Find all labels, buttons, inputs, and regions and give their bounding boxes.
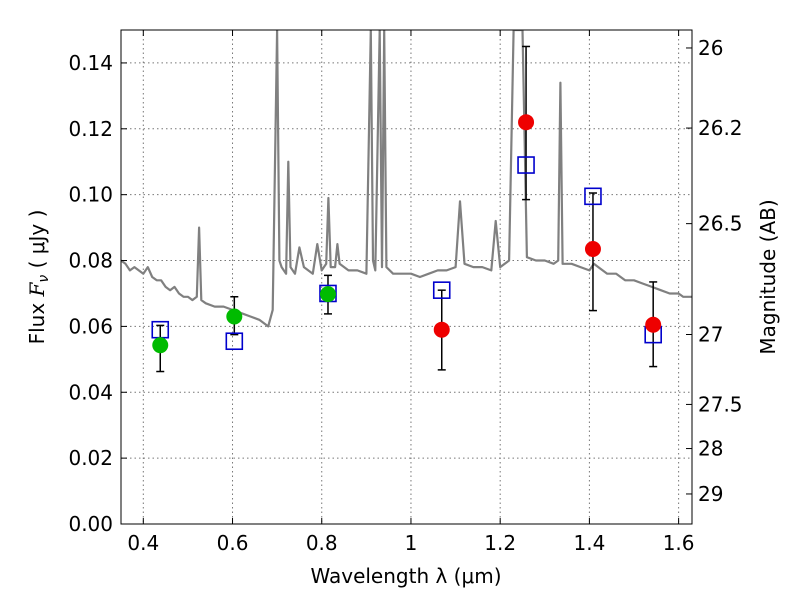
y-tick-label: 0.14 (68, 51, 113, 75)
green-data-point (319, 286, 336, 303)
right-tick-label: 26.2 (698, 116, 743, 140)
red-data-point (645, 316, 662, 333)
right-axis-label: Magnitude (AB) (756, 199, 780, 354)
right-tick-label: 27 (698, 322, 723, 346)
y-axis-label-symbol: F (25, 281, 49, 297)
marker-layer (151, 45, 662, 373)
y-tick-label: 0.02 (68, 446, 113, 470)
x-axis-label: Wavelength λ (μm) (310, 564, 501, 588)
red-data-point (518, 114, 535, 131)
right-tick-label: 26 (698, 36, 723, 60)
model-square-marker (584, 187, 602, 206)
green-data-point (152, 337, 169, 354)
y-tick-label: 0.10 (68, 183, 113, 207)
right-tick-label: 27.5 (698, 392, 743, 416)
y-axis-label-text: Flux (25, 296, 49, 344)
x-tick-label: 1.2 (484, 531, 516, 555)
y-tick-label: 0.12 (68, 117, 113, 141)
spectrum-layer (121, 30, 692, 328)
y-tick-label: 0.00 (68, 512, 113, 536)
grid-layer (121, 30, 692, 525)
y-tick-label: 0.06 (68, 314, 113, 338)
x-tick-label: 0.8 (306, 531, 338, 555)
model-square-marker (432, 281, 451, 299)
red-data-point (433, 321, 450, 338)
red-data-point (584, 241, 601, 258)
y-axis-label-unit: ( μJy ) (25, 210, 49, 275)
right-tick-label: 26.5 (698, 212, 743, 236)
right-tick-label: 28 (698, 437, 723, 461)
y-axis-label: Flux Fν ( μJy ) (25, 210, 52, 345)
x-tick-label: 1 (405, 531, 418, 555)
y-tick-label: 0.04 (68, 380, 113, 404)
axis-layer: 0.00 0.02 0.04 0.06 0.08 0.10 0.12 0.14 0.4 0.6 0.… (68, 30, 743, 555)
x-tick-label: 1.4 (573, 531, 605, 555)
spectrum-line (121, 30, 692, 328)
green-data-point (226, 308, 243, 325)
right-tick-label: 29 (698, 482, 723, 506)
model-square-marker (225, 332, 244, 351)
x-tick-label: 0.6 (217, 531, 249, 555)
x-tick-label: 1.6 (663, 531, 695, 555)
x-tick-label: 0.4 (127, 531, 159, 555)
y-tick-label: 0.08 (68, 249, 113, 273)
plot-frame (120, 29, 693, 525)
y-axis-label-subscript: ν (36, 275, 52, 283)
model-square-marker (517, 156, 535, 174)
